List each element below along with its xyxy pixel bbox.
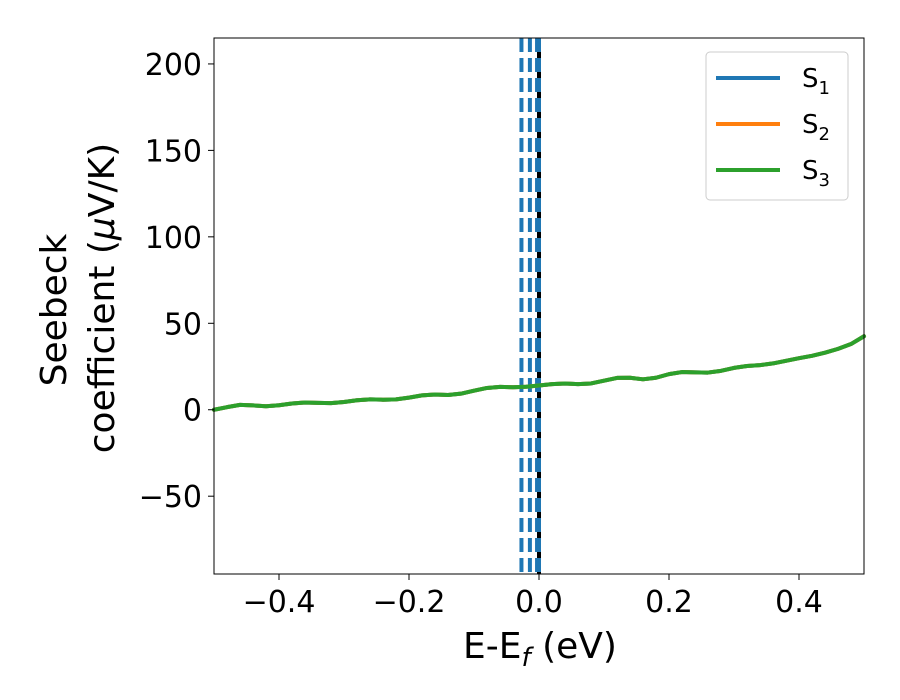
legend-entry-label: S3: [802, 156, 830, 191]
x-tick-label: 0.2: [645, 585, 693, 620]
y-tick-label: 100: [145, 221, 202, 256]
y-axis-ticks: −50 0 50 100 150 200: [139, 48, 214, 515]
series-lines: [212, 334, 866, 412]
x-axis-label: E-Ef (eV): [463, 626, 617, 673]
x-axis-label-main: E-E: [463, 626, 521, 667]
y-tick-label: 0: [183, 394, 202, 429]
y-axis-label-line2-suffix: V/K): [82, 143, 123, 217]
x-axis-ticks: −0.4 −0.2 0.0 0.2 0.4: [243, 574, 823, 620]
vertical-reference-lines: [519, 38, 541, 574]
x-tick-label: −0.4: [243, 585, 316, 620]
series-line-S3: [212, 334, 866, 412]
legend-entry-label: S2: [802, 110, 830, 145]
y-axis-label-line1: Seebeck: [34, 233, 75, 386]
y-tick-label: 150: [145, 134, 202, 169]
y-axis-label: Seebeck coefficient (μV/K): [34, 143, 123, 453]
x-tick-label: 0.0: [515, 585, 563, 620]
y-tick-label: −50: [139, 480, 202, 515]
y-axis-label-line2: coefficient (μV/K): [82, 143, 123, 453]
legend: S1 S2 S3: [705, 51, 849, 201]
x-tick-label: 0.4: [775, 585, 823, 620]
x-tick-label: −0.2: [373, 585, 446, 620]
y-tick-label: 200: [145, 48, 202, 83]
y-axis-label-line2-prefix: coefficient (: [82, 240, 123, 453]
y-tick-label: 50: [164, 307, 202, 342]
y-axis-label-mu: μ: [82, 217, 123, 241]
x-axis-label-suffix: (eV): [531, 626, 617, 667]
legend-entry-label: S1: [802, 64, 830, 99]
